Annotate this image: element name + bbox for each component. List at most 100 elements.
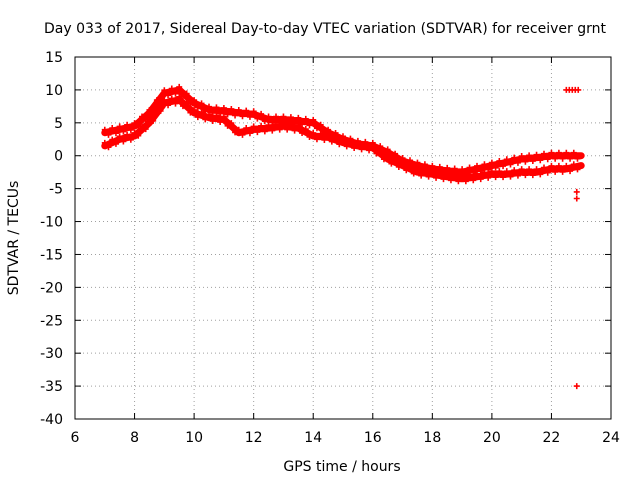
data-point xyxy=(265,113,272,120)
data-point xyxy=(261,118,268,125)
data-point xyxy=(537,171,544,178)
data-point xyxy=(440,176,447,183)
data-point xyxy=(433,174,440,181)
data-point xyxy=(243,107,250,114)
data-point xyxy=(161,87,168,94)
data-point xyxy=(224,111,231,118)
x-tick-label: 20 xyxy=(483,430,501,446)
data-point xyxy=(235,106,242,113)
data-point xyxy=(544,156,551,163)
data-point xyxy=(250,108,257,115)
y-tick-label: -10 xyxy=(40,215,63,231)
data-point xyxy=(552,155,559,162)
data-point xyxy=(176,93,183,100)
data-point xyxy=(358,146,365,153)
data-point xyxy=(325,131,332,138)
chart-title: Day 033 of 2017, Sidereal Day-to-day VTE… xyxy=(44,21,606,37)
series-band xyxy=(101,96,585,183)
data-point xyxy=(284,126,291,133)
data-point xyxy=(321,136,328,143)
data-point xyxy=(421,161,428,168)
data-point xyxy=(474,170,480,177)
data-point xyxy=(157,108,164,115)
data-point xyxy=(399,159,406,166)
data-point xyxy=(388,160,395,167)
data-point xyxy=(194,104,201,111)
data-point xyxy=(258,122,265,129)
data-point xyxy=(511,167,518,174)
data-point xyxy=(213,104,220,111)
data-point xyxy=(139,113,145,120)
data-point xyxy=(254,115,261,122)
data-point xyxy=(202,116,209,123)
data-point xyxy=(139,123,145,130)
x-tick-label: 12 xyxy=(245,430,263,446)
y-tick-label: -15 xyxy=(40,247,63,263)
data-point xyxy=(194,114,201,121)
data-point xyxy=(563,162,570,169)
data-point xyxy=(246,130,253,137)
data-point xyxy=(101,139,108,146)
data-point xyxy=(306,122,313,129)
y-tick-label: -40 xyxy=(40,412,63,428)
data-point xyxy=(496,168,503,175)
data-point xyxy=(273,113,279,120)
data-point xyxy=(526,166,533,173)
data-point xyxy=(261,128,268,135)
plot-frame xyxy=(74,56,612,420)
data-point xyxy=(347,138,354,145)
data-point xyxy=(555,162,562,169)
data-point xyxy=(235,126,242,133)
data-point xyxy=(407,162,413,169)
data-point xyxy=(447,177,454,184)
x-tick-label: 16 xyxy=(364,430,382,446)
data-point xyxy=(575,86,582,93)
data-point xyxy=(403,167,410,174)
data-point xyxy=(392,156,399,163)
data-point xyxy=(287,121,294,128)
data-point xyxy=(555,149,562,156)
data-point xyxy=(522,172,529,179)
data-point xyxy=(224,122,231,129)
data-point xyxy=(414,166,421,173)
data-point xyxy=(459,172,466,179)
data-point xyxy=(213,112,220,119)
data-point xyxy=(418,172,425,179)
data-point xyxy=(529,158,536,165)
data-point xyxy=(127,126,134,133)
data-point xyxy=(503,156,510,163)
data-point xyxy=(451,165,458,172)
data-point xyxy=(492,164,499,171)
x-tick-label: 24 xyxy=(602,430,620,446)
data-point xyxy=(239,131,246,138)
data-point xyxy=(573,383,580,390)
data-point xyxy=(373,150,380,157)
data-point xyxy=(455,178,462,185)
data-point xyxy=(105,131,112,138)
data-point xyxy=(533,166,540,173)
data-point xyxy=(287,114,294,121)
data-point xyxy=(537,157,544,164)
data-point xyxy=(243,125,250,132)
y-axis-ticks: 15 10 5 0 -5 -10 -15 -20 -25 -30 -35 -40 xyxy=(40,50,611,428)
data-point xyxy=(366,147,373,154)
data-point xyxy=(191,106,198,113)
data-point xyxy=(351,145,358,152)
data-point xyxy=(146,106,153,113)
data-point xyxy=(421,167,428,174)
data-point xyxy=(492,174,499,181)
data-point xyxy=(124,131,131,138)
data-point xyxy=(567,168,574,175)
data-point xyxy=(109,125,116,132)
data-point xyxy=(131,129,138,136)
data-point xyxy=(120,138,127,145)
data-point xyxy=(384,146,391,153)
data-point xyxy=(328,138,335,145)
data-point xyxy=(477,176,484,183)
data-point xyxy=(124,121,131,128)
data-point xyxy=(384,153,391,160)
data-point xyxy=(511,154,518,161)
data-point xyxy=(573,188,580,195)
data-point xyxy=(317,130,324,137)
